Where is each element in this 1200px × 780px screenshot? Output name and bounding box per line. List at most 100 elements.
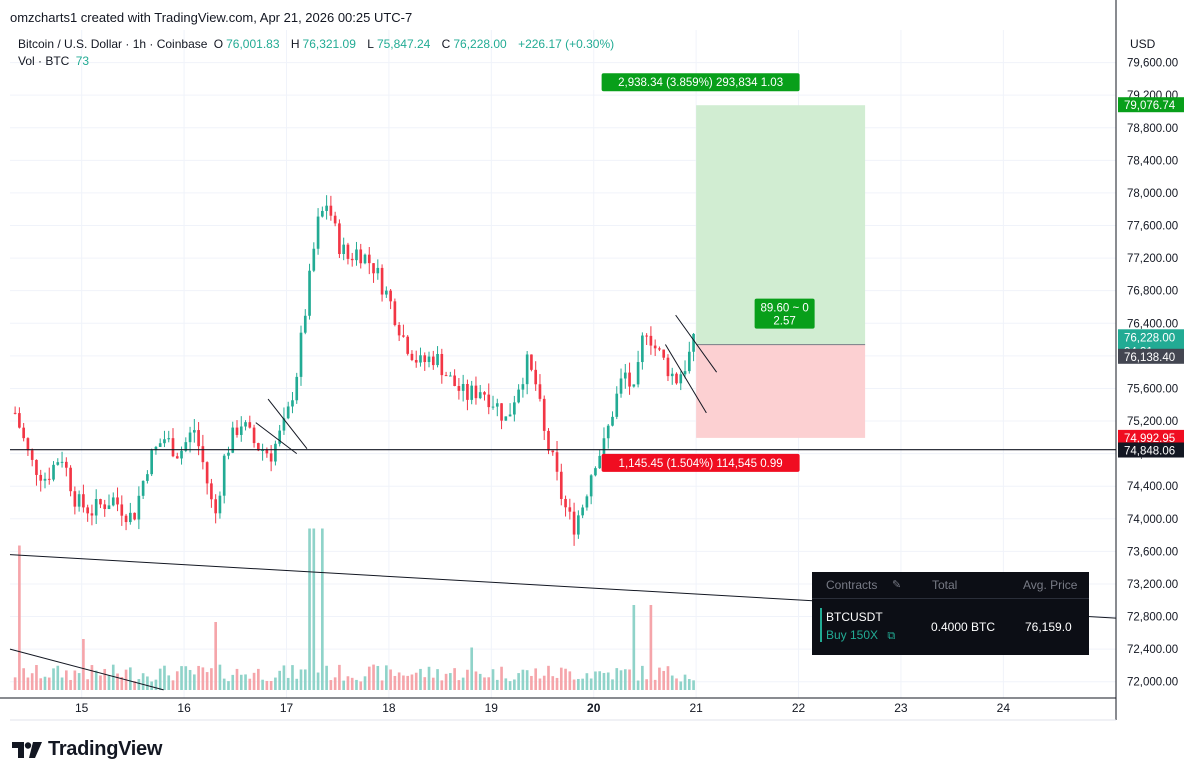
candle-body bbox=[329, 205, 333, 216]
candle-body bbox=[385, 290, 388, 295]
candles bbox=[13, 195, 695, 546]
position-symbol[interactable]: BTCUSDT bbox=[826, 610, 883, 624]
volume-bar bbox=[39, 678, 43, 690]
volume-bar bbox=[457, 680, 461, 690]
candle-body bbox=[193, 430, 196, 433]
level-price-tag-text: 74,848.06 bbox=[1124, 446, 1175, 458]
volume-bar bbox=[150, 681, 153, 690]
level-price-tag bbox=[1118, 442, 1184, 458]
price-tick-label: 76,400.00 bbox=[1127, 318, 1178, 330]
volume-bar bbox=[188, 669, 192, 690]
volume-bar bbox=[692, 680, 695, 690]
candle-body bbox=[466, 384, 469, 400]
candle-body bbox=[86, 507, 89, 514]
volume-bar bbox=[594, 671, 597, 690]
volume-bar bbox=[218, 664, 222, 690]
volume-bar bbox=[52, 668, 55, 690]
price-tick-label: 78,000.00 bbox=[1127, 188, 1178, 200]
volume-bar bbox=[530, 675, 533, 690]
stop-price-tag-text: 74,992.95 bbox=[1124, 433, 1175, 445]
volume-bar bbox=[158, 668, 162, 690]
candle-body bbox=[521, 384, 525, 390]
volume-bar bbox=[628, 669, 631, 690]
volume-bar bbox=[269, 681, 273, 690]
contracts-header: Contracts bbox=[826, 578, 878, 592]
candle-body bbox=[312, 248, 316, 271]
price-axis[interactable]: 72,000.00 72,400.00 72,800.00 73,200.00 73,6… bbox=[1115, 0, 1184, 720]
flag-2-line bbox=[267, 398, 308, 450]
edit-icon[interactable]: ⧉ bbox=[887, 630, 896, 642]
candle-body bbox=[508, 414, 512, 417]
volume-bar bbox=[466, 669, 469, 690]
candle-body bbox=[286, 406, 290, 419]
position-side[interactable]: Buy 150X ⧉ bbox=[826, 628, 895, 643]
volume-bar bbox=[167, 675, 171, 690]
candle-body bbox=[22, 427, 25, 439]
price-tick-label: 79,600.00 bbox=[1127, 58, 1178, 70]
candle-body bbox=[589, 475, 593, 497]
candle-body bbox=[167, 438, 171, 440]
candle-body bbox=[410, 353, 414, 360]
candle-body bbox=[333, 215, 337, 224]
volume-bar bbox=[440, 680, 444, 690]
candle-body bbox=[487, 394, 491, 408]
candle-body bbox=[77, 494, 81, 507]
candle-body bbox=[419, 355, 422, 363]
candle-body bbox=[13, 412, 17, 414]
volume-bar bbox=[632, 605, 636, 690]
volume-bar bbox=[175, 671, 179, 690]
stop-zone bbox=[696, 344, 866, 438]
risk-reward-box bbox=[754, 298, 815, 329]
candle-body bbox=[188, 432, 192, 443]
volume-bar bbox=[478, 673, 482, 690]
volume-bar bbox=[116, 673, 119, 690]
volume-bar bbox=[171, 680, 175, 690]
volume-bar bbox=[252, 672, 256, 690]
candle-body bbox=[513, 402, 516, 415]
volume-bar bbox=[65, 670, 68, 690]
candle-body bbox=[303, 315, 307, 333]
volume-bar bbox=[291, 665, 294, 690]
volume-bar bbox=[26, 677, 30, 690]
volume-bar bbox=[414, 672, 418, 690]
grid bbox=[10, 30, 1116, 698]
candle-body bbox=[649, 335, 653, 346]
candle-body bbox=[551, 450, 555, 453]
candle-body bbox=[342, 244, 346, 255]
time-axis[interactable]: 15 16 17 18 19 20 21 22 23 24 bbox=[0, 697, 1116, 721]
volume-bar bbox=[444, 673, 448, 690]
candle-body bbox=[248, 422, 252, 428]
candle-body bbox=[683, 371, 687, 375]
volume-bar bbox=[568, 671, 572, 690]
volume-bar bbox=[385, 665, 388, 690]
volume-bar bbox=[623, 669, 627, 690]
candle-body bbox=[141, 480, 145, 496]
volume-bar bbox=[495, 679, 499, 690]
volume-bar bbox=[303, 669, 307, 690]
currency-unit-button[interactable]: USD bbox=[1130, 37, 1156, 51]
entry-price-tag bbox=[1118, 348, 1184, 364]
volume-bar bbox=[359, 681, 363, 690]
target-info-text: 2,938.34 (3.859%) 293,834 1.03 bbox=[618, 77, 783, 89]
price-tick-label: 72,400.00 bbox=[1127, 644, 1178, 656]
position-side-label: Buy 150X bbox=[826, 628, 879, 642]
risk-reward-text: 2.57 bbox=[773, 316, 795, 328]
volume-bar bbox=[363, 676, 367, 690]
volume-bar bbox=[577, 678, 580, 690]
volume-bar bbox=[564, 668, 567, 690]
volume-bar bbox=[316, 672, 320, 690]
tradingview-logo[interactable]: TradingView bbox=[12, 738, 162, 761]
pin-icon[interactable]: ✎ bbox=[892, 579, 902, 591]
volume-bar bbox=[491, 669, 495, 690]
volume-bar bbox=[73, 670, 77, 690]
candle-body bbox=[321, 210, 324, 217]
positions-panel[interactable]: Contracts ✎ Total Avg. Price BTCUSDT Buy… bbox=[812, 572, 1089, 655]
candle-body bbox=[35, 459, 38, 475]
candle-body bbox=[397, 324, 401, 336]
legend-low: 75,847.24 bbox=[376, 37, 431, 51]
volume-bar bbox=[513, 679, 516, 690]
volume-bar bbox=[649, 605, 653, 690]
candle-body bbox=[184, 442, 188, 451]
volume-bar bbox=[602, 672, 606, 690]
